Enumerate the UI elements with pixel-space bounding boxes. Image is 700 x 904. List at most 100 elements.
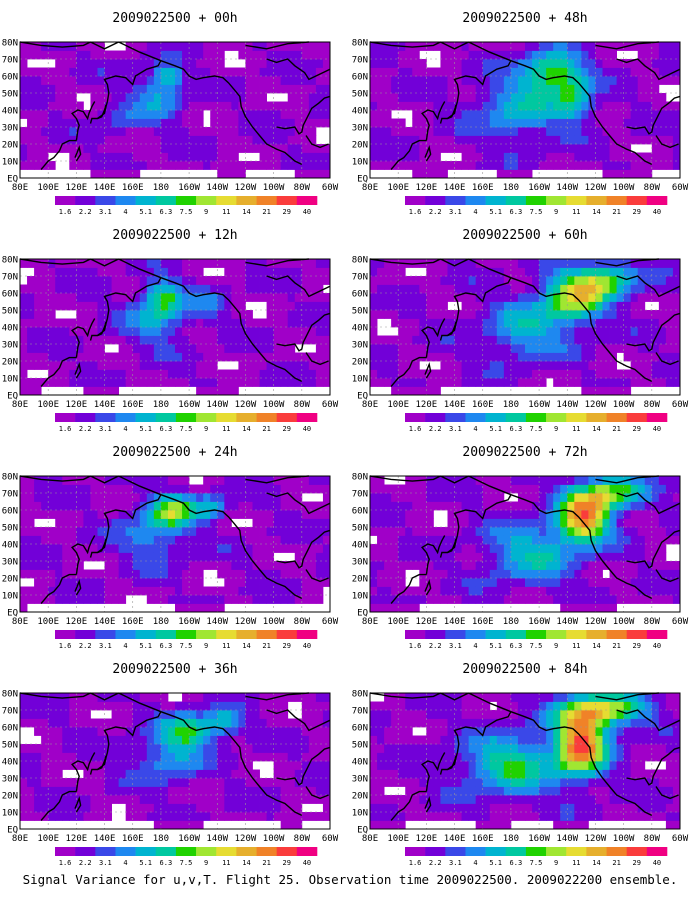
field-cell bbox=[98, 493, 105, 502]
field-cell bbox=[196, 119, 203, 128]
field-cell bbox=[546, 119, 553, 128]
field-cell bbox=[546, 493, 553, 502]
field-cell bbox=[610, 310, 617, 319]
field-cell bbox=[497, 595, 504, 604]
field-cell bbox=[309, 719, 316, 728]
field-cell bbox=[119, 719, 126, 728]
field-cell bbox=[260, 519, 267, 528]
field-cell bbox=[217, 378, 224, 387]
field-cell bbox=[41, 336, 48, 345]
field-cell bbox=[196, 68, 203, 77]
field-cell bbox=[532, 519, 539, 528]
field-cell bbox=[391, 387, 398, 396]
field-cell bbox=[182, 753, 189, 762]
field-cell bbox=[659, 68, 666, 77]
field-cell bbox=[673, 319, 680, 328]
field-cell bbox=[323, 804, 330, 813]
field-cell bbox=[595, 102, 602, 111]
field-cell bbox=[62, 527, 69, 536]
field-cell bbox=[469, 587, 476, 596]
field-cell bbox=[377, 93, 384, 102]
field-cell bbox=[398, 144, 405, 153]
field-cell bbox=[83, 387, 90, 396]
field-cell bbox=[617, 268, 624, 277]
field-cell bbox=[377, 493, 384, 502]
field-cell bbox=[574, 361, 581, 370]
y-tick-label: 40N bbox=[2, 541, 18, 551]
field-cell bbox=[553, 544, 560, 553]
field-cell bbox=[245, 578, 252, 587]
field-cell bbox=[182, 276, 189, 285]
field-cell bbox=[574, 587, 581, 596]
field-cell bbox=[231, 344, 238, 353]
field-cell bbox=[617, 327, 624, 336]
field-cell bbox=[553, 361, 560, 370]
field-cell bbox=[323, 102, 330, 111]
field-cell bbox=[631, 570, 638, 579]
field-cell bbox=[267, 812, 274, 821]
field-cell bbox=[323, 276, 330, 285]
field-cell bbox=[98, 527, 105, 536]
field-cell bbox=[90, 268, 97, 277]
field-cell bbox=[323, 727, 330, 736]
field-cell bbox=[196, 702, 203, 711]
x-tick-label: 80W bbox=[644, 400, 661, 410]
field-cell bbox=[483, 161, 490, 170]
x-tick-label: 120E bbox=[66, 834, 88, 844]
field-cell bbox=[245, 127, 252, 136]
field-cell bbox=[217, 153, 224, 162]
field-cell bbox=[384, 519, 391, 528]
field-cell bbox=[41, 85, 48, 94]
field-cell bbox=[210, 502, 217, 511]
field-cell bbox=[659, 276, 666, 285]
field-cell bbox=[34, 476, 41, 485]
field-cell bbox=[553, 519, 560, 528]
field-cell bbox=[370, 544, 377, 553]
field-cell bbox=[112, 570, 119, 579]
field-cell bbox=[267, 553, 274, 562]
field-cell bbox=[567, 319, 574, 328]
field-cell bbox=[532, 319, 539, 328]
field-cell bbox=[133, 344, 140, 353]
field-cell bbox=[398, 604, 405, 613]
field-cell bbox=[20, 51, 27, 60]
field-cell bbox=[490, 310, 497, 319]
field-cell bbox=[210, 561, 217, 570]
field-cell bbox=[48, 319, 55, 328]
x-tick-label: 140W bbox=[206, 834, 228, 844]
field-cell bbox=[168, 68, 175, 77]
field-cell bbox=[34, 319, 41, 328]
field-cell bbox=[62, 553, 69, 562]
field-cell bbox=[595, 344, 602, 353]
field-cell bbox=[238, 710, 245, 719]
colorbar-label: 5.1 bbox=[139, 208, 152, 216]
field-cell bbox=[41, 268, 48, 277]
field-cell bbox=[182, 161, 189, 170]
field-cell bbox=[27, 119, 34, 128]
field-cell bbox=[295, 553, 302, 562]
field-cell bbox=[203, 536, 210, 545]
field-cell bbox=[69, 336, 76, 345]
field-cell bbox=[384, 587, 391, 596]
field-cell bbox=[133, 493, 140, 502]
field-cell bbox=[624, 485, 631, 494]
x-tick-label: 140W bbox=[556, 400, 578, 410]
x-tick-label: 80E bbox=[12, 400, 28, 410]
field-cell bbox=[323, 693, 330, 702]
field-cell bbox=[41, 110, 48, 119]
field-cell bbox=[260, 110, 267, 119]
field-cell bbox=[581, 127, 588, 136]
field-cell bbox=[588, 302, 595, 311]
field-cell bbox=[511, 578, 518, 587]
field-cell bbox=[673, 344, 680, 353]
field-cell bbox=[154, 344, 161, 353]
field-cell bbox=[133, 536, 140, 545]
field-cell bbox=[419, 285, 426, 294]
field-cell bbox=[76, 319, 83, 328]
field-cell bbox=[560, 42, 567, 51]
x-tick-label: 180 bbox=[153, 834, 169, 844]
colorbar-label: 2.2 bbox=[79, 642, 92, 650]
field-cell bbox=[69, 753, 76, 762]
field-cell bbox=[175, 268, 182, 277]
